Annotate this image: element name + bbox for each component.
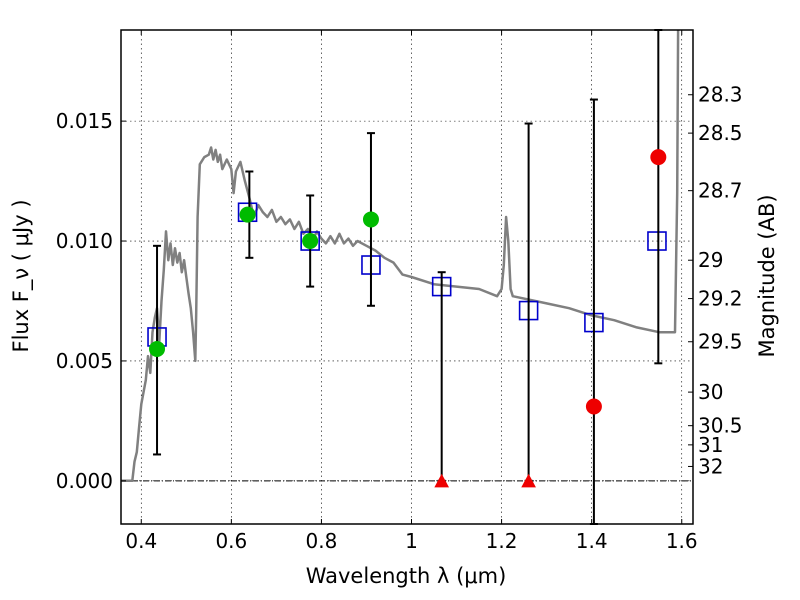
x-tick-label: 1.6 bbox=[666, 529, 698, 553]
y-tick-label: 0.000 bbox=[56, 469, 113, 493]
y-axis-left: 0.000 0.005 0.010 0.015 bbox=[56, 109, 126, 493]
y-axis-title-left: Flux F_ν ( μJy ) bbox=[9, 199, 34, 352]
magnitude-tick-label: 29 bbox=[698, 248, 723, 272]
y-tick-label: 0.005 bbox=[56, 349, 113, 373]
upper-limit-marker bbox=[434, 473, 450, 488]
detection-point bbox=[239, 206, 256, 223]
y-axis-title-right: Magnitude (AB) bbox=[755, 194, 779, 357]
magnitude-tick-label: 28.7 bbox=[698, 179, 743, 203]
grid-lines bbox=[121, 30, 693, 524]
non-detection-point bbox=[650, 149, 667, 166]
y-tick-label: 0.010 bbox=[56, 229, 113, 253]
x-axis-title: Wavelength λ (μm) bbox=[306, 564, 507, 588]
y-tick-label: 0.015 bbox=[56, 109, 113, 133]
detection-point bbox=[149, 340, 166, 357]
non-detection-point bbox=[585, 398, 602, 415]
x-tick-label: 1.2 bbox=[486, 529, 518, 553]
magnitude-tick-label: 28.3 bbox=[698, 83, 743, 107]
detection-point bbox=[302, 233, 319, 250]
plot-frame bbox=[120, 29, 694, 525]
magnitude-tick-label: 30.5 bbox=[698, 414, 743, 438]
x-tick-label: 0.6 bbox=[215, 529, 247, 553]
magnitude-tick-label: 31 bbox=[698, 433, 723, 457]
x-tick-label: 1.4 bbox=[576, 529, 608, 553]
magnitude-tick-label: 32 bbox=[698, 454, 723, 478]
x-axis: 0.4 0.6 0.8 1 1.2 1.4 1.6 bbox=[125, 30, 698, 553]
magnitude-tick-label: 29.5 bbox=[698, 330, 743, 354]
magnitude-tick-label: 29.2 bbox=[698, 287, 743, 311]
x-tick-label: 0.8 bbox=[306, 529, 338, 553]
upper-limit-marker bbox=[521, 473, 536, 488]
model-photometry-square bbox=[647, 231, 667, 251]
x-tick-label: 1 bbox=[405, 529, 418, 553]
detection-point bbox=[362, 211, 379, 228]
plot-area bbox=[121, 29, 680, 525]
magnitude-tick-label: 28.5 bbox=[698, 121, 743, 145]
x-tick-label: 0.4 bbox=[125, 529, 157, 553]
magnitude-tick-label: 30 bbox=[698, 380, 723, 404]
